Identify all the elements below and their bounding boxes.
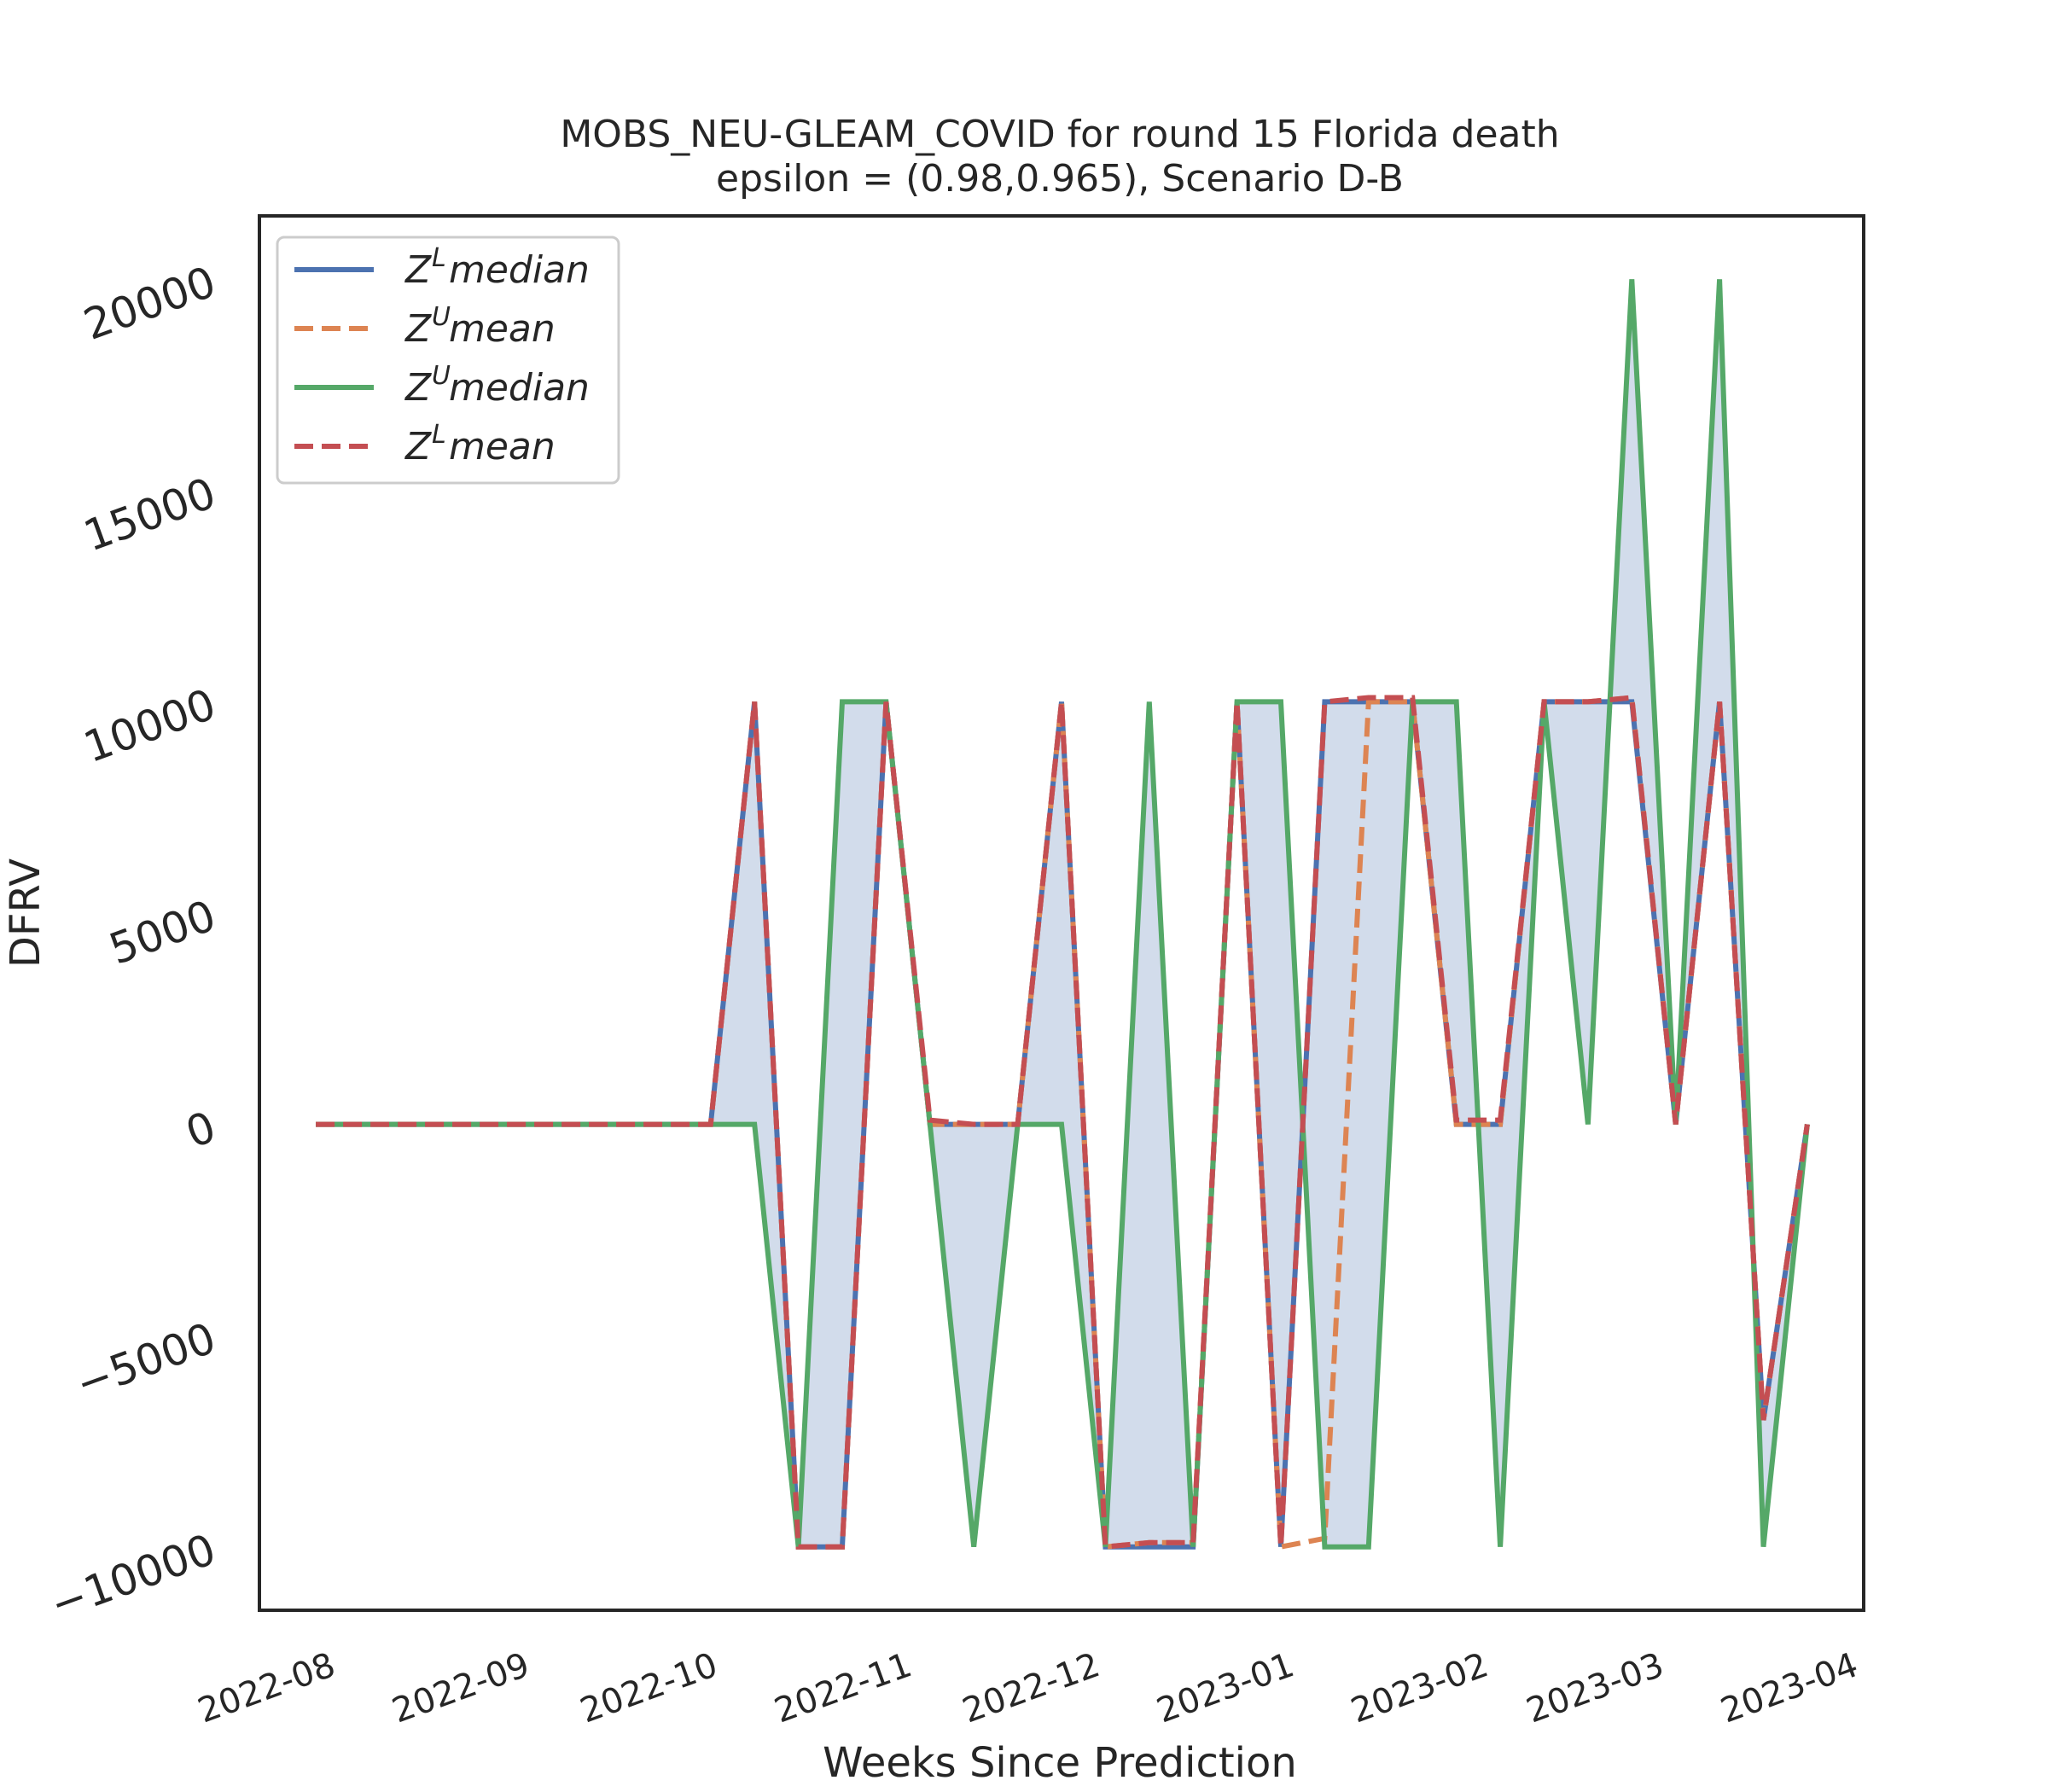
x-axis-label: Weeks Since Prediction [823, 1739, 1297, 1787]
series-lines-layer [316, 279, 1810, 1551]
fill-band-layer [316, 279, 1807, 1547]
legend-label-word: mean [449, 307, 556, 351]
legend-label-superscript: L [432, 243, 446, 273]
legend-label-base: Z [404, 366, 432, 410]
legend-label-word: median [449, 248, 590, 292]
series-line-4 [316, 695, 1810, 1550]
legend-label-word: median [449, 366, 590, 410]
shaded-band [316, 279, 1807, 1547]
legend-label-base: Z [404, 425, 432, 468]
legend-label-superscript: U [432, 361, 451, 391]
chart-title: MOBS_NEU-GLEAM_COVID for round 15 Florid… [560, 113, 1559, 156]
legend-label-base: Z [404, 307, 432, 351]
legend-label-superscript: U [432, 302, 451, 332]
plot-frame [258, 214, 1865, 1612]
legend-label-base: Z [404, 248, 432, 292]
y-axis-label: DFRV [2, 858, 49, 968]
chart-subtitle: epsilon = (0.98,0.965), Scenario D-B [716, 157, 1404, 201]
legend-label-word: mean [449, 425, 556, 468]
legend-label-superscript: L [432, 420, 446, 450]
legend-box [276, 236, 620, 485]
